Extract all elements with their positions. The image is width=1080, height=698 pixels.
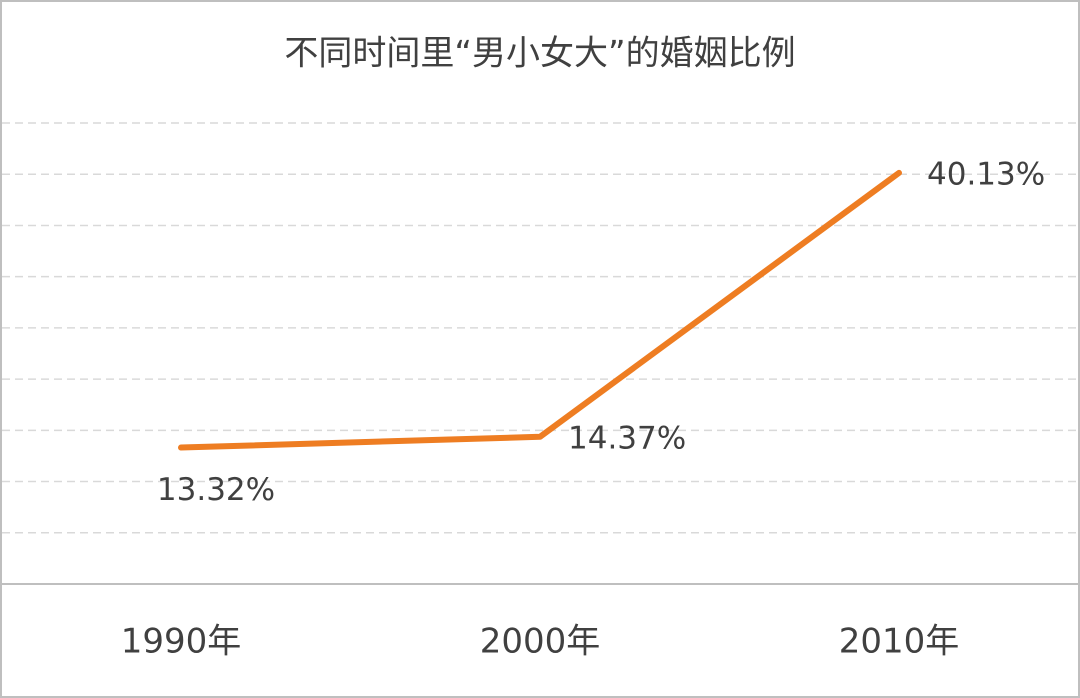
data-line (178, 169, 902, 451)
data-label: 40.13% (927, 156, 1045, 192)
data-label: 14.37% (568, 420, 686, 456)
x-tick-label: 2000年 (480, 622, 601, 662)
chart-title: 不同时间里“男小女大”的婚姻比例 (284, 34, 795, 74)
data-label: 13.32% (157, 472, 275, 508)
x-tick-label: 1990年 (121, 622, 242, 662)
x-tick-label: 2010年 (839, 622, 960, 662)
